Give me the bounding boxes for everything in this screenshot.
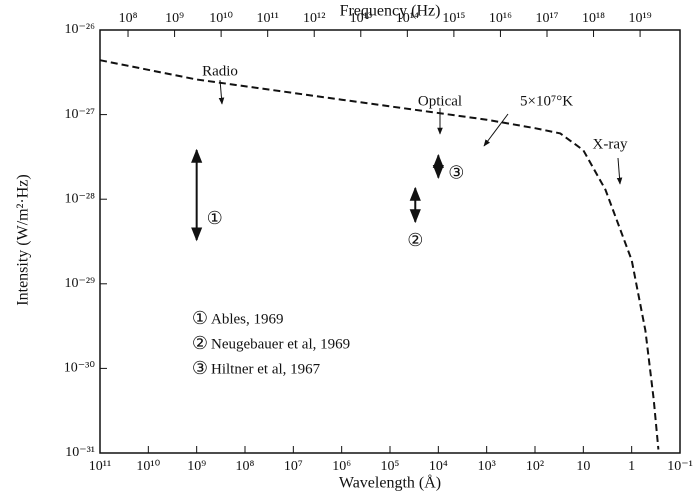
x-tick-label: 10³ [478,459,496,474]
x2-tick-label: 10⁸ [119,11,138,26]
legend-marker: ③ [192,358,208,378]
x-tick-label: 1 [628,459,635,474]
x2-tick-label: 10⁹ [165,11,184,26]
x-tick-label: 10⁹ [187,459,206,474]
x-tick-label: 10⁻¹ [667,459,693,474]
y-tick-label: 10⁻³¹ [65,445,95,460]
x2-tick-label: 10¹¹ [256,11,278,26]
x-tick-label: 10⁴ [429,459,448,474]
y-tick-label: 10⁻²⁶ [65,22,96,37]
y-axis-label: Intensity (W/m²·Hz) [15,174,32,305]
measurement-marker: ② [407,230,423,250]
annotation-arrow [218,79,225,105]
legend-label: Hiltner et al, 1967 [211,361,321,377]
y-tick-label: 10⁻²⁹ [65,276,96,291]
x-tick-label: 10¹¹ [89,459,111,474]
x-tick-label: 10² [526,459,544,474]
y-tick-label: 10⁻²⁸ [65,191,96,206]
x2-tick-label: 10¹⁰ [209,11,233,26]
legend-marker: ① [192,308,208,328]
annotation-arrow [616,157,623,185]
x2-tick-label: 10¹⁹ [629,11,652,26]
x-tick-label: 10⁸ [236,459,255,474]
x2-tick-label: 10¹³ [350,11,372,26]
legend-marker: ② [192,333,208,353]
annotation-arrow [483,113,509,147]
legend-label: Ables, 1969 [211,311,284,327]
measurement-marker: ① [207,208,223,228]
x2-axis-label: Frequency (Hz) [340,3,441,20]
x-tick-label: 10⁷ [284,459,303,474]
x-axis-label: Wavelength (Å) [339,474,441,492]
x-tick-label: 10⁶ [332,459,351,474]
curve [99,59,660,450]
x-tick-label: 10 [576,459,590,474]
x2-tick-label: 10¹⁴ [396,11,419,26]
annotation: 5×10⁷°K [520,93,573,109]
x-tick-label: 10⁵ [381,459,400,474]
measurement-marker: ③ [448,163,464,183]
x2-tick-label: 10¹⁸ [582,11,605,26]
annotation: Optical [418,93,462,109]
y-tick-label: 10⁻³⁰ [64,361,96,376]
annotation: Radio [202,63,238,79]
x2-tick-label: 10¹⁶ [489,11,512,26]
x2-tick-label: 10¹⁷ [535,11,558,26]
annotation: X-ray [593,136,628,152]
legend-label: Neugebauer et al, 1969 [211,336,350,352]
x2-tick-label: 10¹² [303,11,325,26]
x-tick-label: 10¹⁰ [136,459,160,474]
y-tick-label: 10⁻²⁷ [65,107,96,122]
x2-tick-label: 10¹⁵ [442,11,465,26]
plot-frame [99,29,681,454]
